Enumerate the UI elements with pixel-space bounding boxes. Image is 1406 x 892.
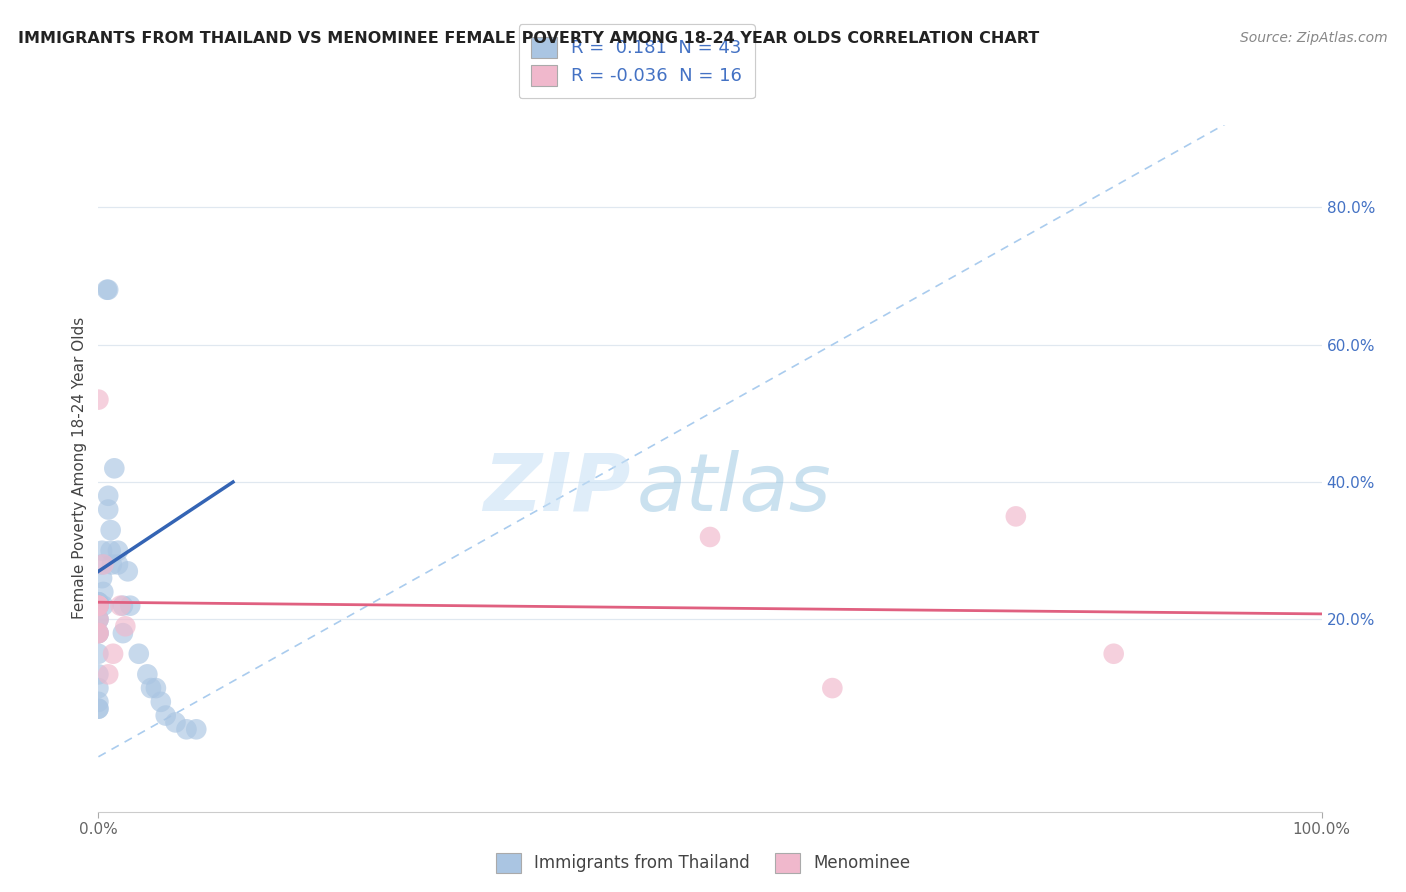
Point	[96, 283, 118, 297]
Point	[136, 667, 159, 681]
Point	[87, 595, 110, 609]
Point	[1102, 647, 1125, 661]
Point	[155, 708, 177, 723]
Point	[91, 599, 114, 613]
Text: ZIP: ZIP	[484, 450, 630, 528]
Point	[97, 283, 120, 297]
Point	[145, 681, 167, 695]
Point	[101, 647, 124, 661]
Point	[91, 543, 114, 558]
Point	[87, 647, 110, 661]
Point	[87, 695, 110, 709]
Point	[139, 681, 162, 695]
Point	[87, 595, 110, 609]
Point	[87, 701, 110, 715]
Point	[87, 599, 110, 613]
Point	[110, 599, 132, 613]
Point	[87, 612, 110, 626]
Point	[97, 502, 120, 516]
Point	[1004, 509, 1026, 524]
Point	[87, 626, 110, 640]
Point	[91, 558, 114, 572]
Point	[87, 667, 110, 681]
Point	[87, 626, 110, 640]
Point	[128, 647, 150, 661]
Legend: R =  0.181  N = 43, R = -0.036  N = 16: R = 0.181 N = 43, R = -0.036 N = 16	[519, 24, 755, 98]
Point	[176, 723, 198, 737]
Point	[107, 558, 129, 572]
Point	[91, 558, 114, 572]
Text: atlas: atlas	[637, 450, 831, 528]
Y-axis label: Female Poverty Among 18-24 Year Olds: Female Poverty Among 18-24 Year Olds	[72, 318, 87, 619]
Point	[114, 619, 136, 633]
Point	[87, 626, 110, 640]
Text: IMMIGRANTS FROM THAILAND VS MENOMINEE FEMALE POVERTY AMONG 18-24 YEAR OLDS CORRE: IMMIGRANTS FROM THAILAND VS MENOMINEE FE…	[18, 31, 1039, 46]
Point	[87, 595, 110, 609]
Point	[101, 558, 124, 572]
Point	[117, 564, 139, 578]
Point	[186, 723, 208, 737]
Point	[97, 667, 120, 681]
Point	[103, 461, 125, 475]
Point	[87, 612, 110, 626]
Point	[91, 571, 114, 585]
Point	[821, 681, 844, 695]
Point	[100, 523, 122, 537]
Point	[100, 543, 122, 558]
Point	[87, 701, 110, 715]
Text: Source: ZipAtlas.com: Source: ZipAtlas.com	[1240, 31, 1388, 45]
Point	[87, 681, 110, 695]
Point	[107, 543, 129, 558]
Point	[165, 715, 187, 730]
Point	[87, 599, 110, 613]
Point	[87, 599, 110, 613]
Point	[87, 612, 110, 626]
Point	[111, 599, 134, 613]
Point	[91, 585, 114, 599]
Point	[120, 599, 142, 613]
Point	[699, 530, 721, 544]
Point	[149, 695, 172, 709]
Point	[87, 626, 110, 640]
Point	[87, 599, 110, 613]
Point	[111, 626, 134, 640]
Point	[97, 489, 120, 503]
Point	[87, 392, 110, 407]
Point	[87, 599, 110, 613]
Legend: Immigrants from Thailand, Menominee: Immigrants from Thailand, Menominee	[489, 847, 917, 880]
